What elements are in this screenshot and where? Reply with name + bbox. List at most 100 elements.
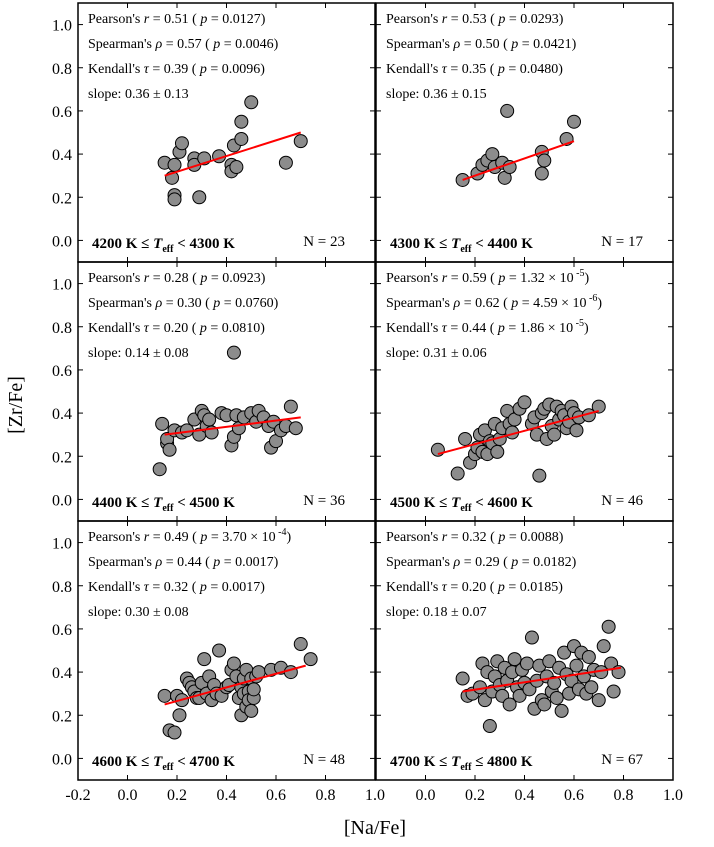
x-tick-label: 0.6 <box>266 787 286 804</box>
fit-line <box>462 140 575 181</box>
scatter-point <box>601 619 616 634</box>
scatter-point <box>500 103 515 118</box>
scatter-point <box>226 656 241 671</box>
sample-count-label: N = 23 <box>303 234 345 250</box>
teff-range-label: 4300 K ≤ Teff < 4400 K <box>390 236 533 255</box>
scatter-point <box>534 166 549 181</box>
spearman-stat: Spearman's ρ = 0.44 ( p = 0.0017) <box>88 555 279 570</box>
fit-line <box>164 664 306 706</box>
x-tick-label: 0.2 <box>167 787 187 804</box>
scatter-point <box>567 114 581 129</box>
fit-line <box>164 416 301 436</box>
y-tick-label: 1.0 <box>52 536 72 553</box>
scatter-point <box>554 703 569 718</box>
scatter-point <box>197 652 212 667</box>
x-axis-label: [Na/Fe] <box>344 817 406 839</box>
y-tick-label: 0.4 <box>52 665 72 682</box>
x-tick-label: 1.0 <box>663 787 683 804</box>
spearman-stat: Spearman's ρ = 0.62 ( p = 4.59 × 10 -6) <box>386 293 602 311</box>
scatter-point <box>152 462 167 477</box>
scatter-point <box>430 442 445 457</box>
y-tick-label: 0.8 <box>52 320 72 337</box>
x-tick-label: 0.0 <box>416 787 436 804</box>
y-tick-label: 0.6 <box>52 622 72 639</box>
kendall-stat: Kendall's τ = 0.44 ( p = 1.86 × 10 -5) <box>386 318 589 336</box>
kendall-stat: Kendall's τ = 0.20 ( p = 0.0185) <box>386 580 563 595</box>
slope-stat: slope: 0.36 ± 0.15 <box>386 87 487 102</box>
scatter-point <box>167 725 182 740</box>
spearman-stat: Spearman's ρ = 0.50 ( p = 0.0421) <box>386 37 577 52</box>
scatter-point <box>246 682 261 697</box>
x-tick-label: 0.0 <box>118 787 138 804</box>
scatter-point <box>234 114 249 129</box>
scatter-point <box>557 645 572 660</box>
scatter-point <box>606 684 621 699</box>
scatter-point <box>549 690 564 705</box>
y-tick-label: 0.2 <box>52 708 72 725</box>
scatter-point <box>472 680 487 695</box>
scatter-point <box>293 637 308 652</box>
x-tick-label: 0.6 <box>564 787 584 804</box>
kendall-stat: Kendall's τ = 0.20 ( p = 0.0810) <box>88 321 265 336</box>
panel-4700-4800: 0.0 0.2 0.4 0.6 0.8 1.0 Pearson's r = 0.32 ( p… <box>375 520 683 804</box>
fit-line <box>437 409 600 456</box>
teff-range-label: 4700 K ≤ Teff ≤ 4800 K <box>390 754 533 773</box>
x-tick-label: -0.2 <box>65 787 90 804</box>
fit-line <box>462 666 622 693</box>
scatter-point <box>547 675 562 690</box>
scatter-point <box>537 153 552 168</box>
x-tick-label: 0.4 <box>515 787 535 804</box>
spearman-stat: Spearman's ρ = 0.29 ( p = 0.0182) <box>386 555 577 570</box>
scatter-point <box>596 639 611 654</box>
panel-4500-4600: Pearson's r = 0.59 ( p = 1.32 × 10 -5) Sp… <box>375 261 674 522</box>
scatter-point <box>244 703 259 718</box>
pearson-stat: Pearson's r = 0.49 ( p = 3.70 × 10 -4) <box>88 527 291 545</box>
scatter-point <box>490 444 505 459</box>
x-tick-label: 0.2 <box>465 787 485 804</box>
sample-count-label: N = 67 <box>601 752 643 768</box>
scatter-point <box>244 95 259 110</box>
scatter-point <box>162 442 177 457</box>
scatter-point <box>450 466 465 481</box>
y-tick-label: 0.2 <box>52 190 72 207</box>
scatter-point <box>293 134 308 149</box>
y-tick-label: 0.8 <box>52 61 72 78</box>
slope-stat: slope: 0.36 ± 0.13 <box>88 87 189 102</box>
sample-count-label: N = 48 <box>303 752 345 768</box>
scatter-point <box>524 630 539 645</box>
pearson-stat: Pearson's r = 0.53 ( p = 0.0293) <box>386 12 564 27</box>
pearson-stat: Pearson's r = 0.28 ( p = 0.0923) <box>88 271 266 286</box>
scatter-point <box>283 399 298 414</box>
spearman-stat: Spearman's ρ = 0.30 ( p = 0.0760) <box>88 296 279 311</box>
scatter-point <box>507 652 522 667</box>
scatter-point <box>212 643 227 658</box>
teff-range-label: 4200 K ≤ Teff < 4300 K <box>92 236 235 255</box>
slope-stat: slope: 0.14 ± 0.08 <box>88 346 189 361</box>
slope-stat: slope: 0.18 ± 0.07 <box>386 605 487 620</box>
scatter-point <box>591 693 606 708</box>
x-tick-label: 0.8 <box>316 787 336 804</box>
y-tick-label: 0.6 <box>52 363 72 380</box>
scatter-point <box>482 719 497 734</box>
kendall-stat: Kendall's τ = 0.39 ( p = 0.0096) <box>88 62 265 77</box>
scatter-point <box>174 136 189 151</box>
scatter-point <box>569 423 584 438</box>
y-tick-label: 1.0 <box>52 18 72 35</box>
scatter-point <box>547 427 562 442</box>
y-axis-label: [Zr/Fe] <box>5 376 27 434</box>
scatter-point <box>172 708 187 723</box>
scatter-point <box>226 345 241 360</box>
scatter-point <box>584 680 599 695</box>
scatter-point <box>569 658 584 673</box>
y-tick-label: 0.6 <box>52 104 72 121</box>
teff-range-label: 4400 K ≤ Teff < 4500 K <box>92 495 235 514</box>
slope-stat: slope: 0.31 ± 0.06 <box>386 346 487 361</box>
y-tick-label: 0.0 <box>52 233 72 250</box>
scatter-point <box>458 431 473 446</box>
spearman-stat: Spearman's ρ = 0.57 ( p = 0.0046) <box>88 37 279 52</box>
scatter-point <box>234 131 249 146</box>
scatter-point <box>532 468 547 483</box>
y-tick-label: 0.8 <box>52 579 72 596</box>
y-tick-label: 0.4 <box>52 406 72 423</box>
scatter-point <box>303 652 318 667</box>
